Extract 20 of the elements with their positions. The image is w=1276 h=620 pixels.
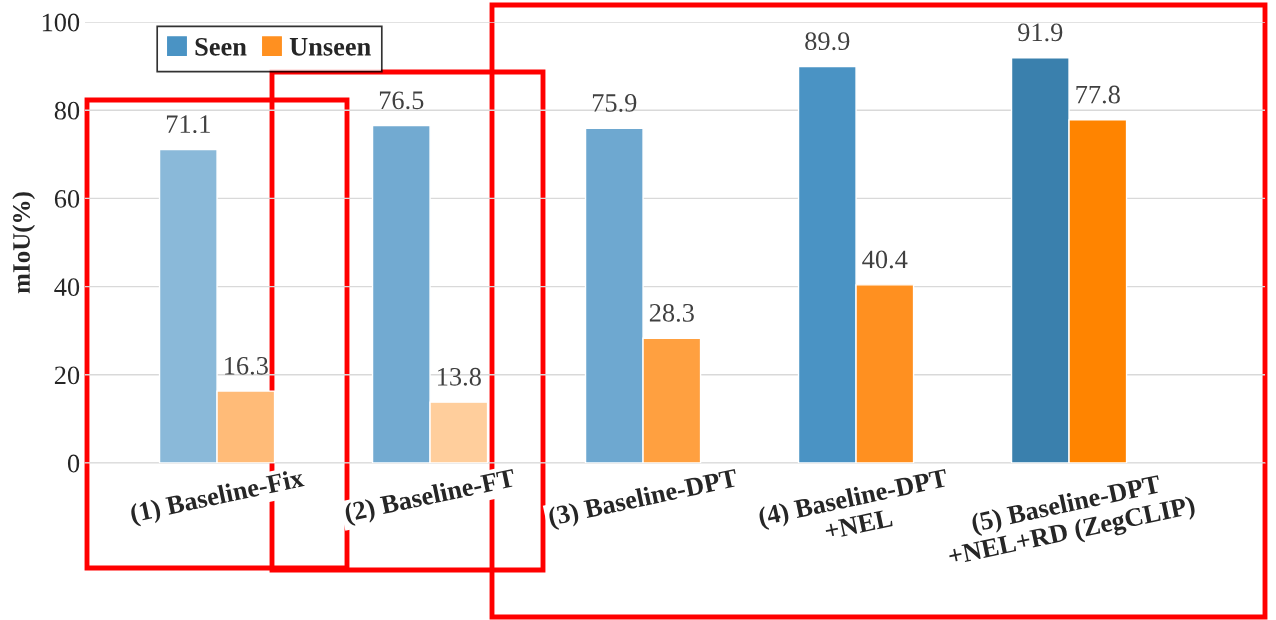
data-label: 77.8 xyxy=(1076,85,1120,104)
y-tick-label: 80 xyxy=(54,101,80,120)
y-axis-title: mIoU(%) xyxy=(12,192,35,294)
data-label: 91.9 xyxy=(1018,23,1063,42)
y-tick-label: 60 xyxy=(54,190,80,208)
y-tick-label: 20 xyxy=(54,366,80,385)
data-label: 40.4 xyxy=(862,250,908,269)
y-tick-label: 40 xyxy=(54,278,80,297)
data-label: 75.9 xyxy=(592,94,637,112)
data-label: 16.3 xyxy=(225,356,268,375)
data-label: 76.5 xyxy=(379,91,424,110)
legend-label: Unseen xyxy=(289,38,371,56)
data-label: 13.8 xyxy=(438,367,481,386)
data-label: 89.9 xyxy=(805,32,850,51)
legend-label: Seen xyxy=(195,37,247,56)
y-tick-label: 100 xyxy=(42,13,80,32)
data-label: 71.1 xyxy=(166,115,210,134)
data-label: 28.3 xyxy=(649,303,694,322)
y-tick-label: 0 xyxy=(67,454,80,473)
x-tick-label: (1) Baseline-Fix xyxy=(129,467,306,528)
